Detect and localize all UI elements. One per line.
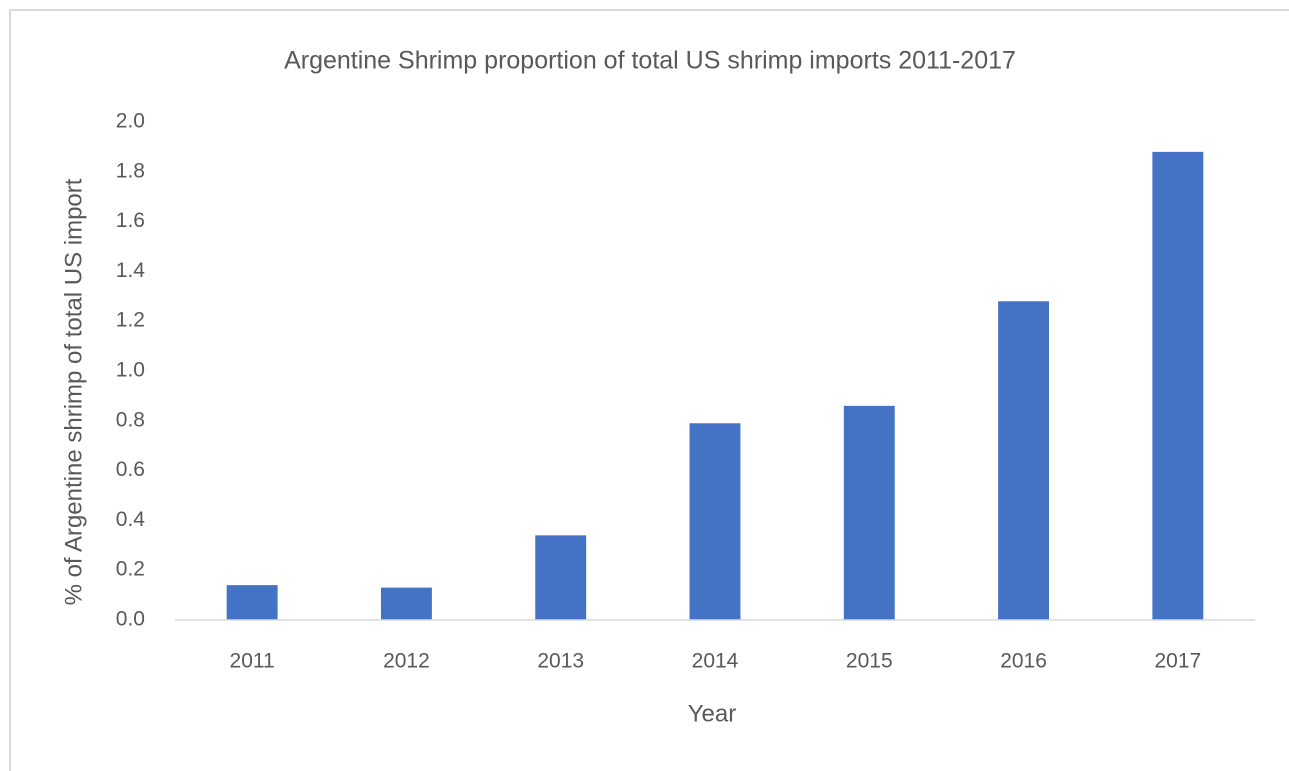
- x-tick-label: 2015: [846, 650, 893, 673]
- bar: [843, 405, 895, 620]
- y-tick-label: 2.0: [116, 110, 145, 133]
- y-tick-label: 1.8: [116, 159, 145, 182]
- bar: [689, 423, 741, 620]
- chart-frame: [9, 9, 1289, 771]
- x-tick-label: 2011: [230, 650, 275, 673]
- x-tick-label: 2013: [537, 650, 584, 673]
- x-tick-label: 2014: [692, 650, 739, 673]
- y-tick-label: 1.6: [116, 209, 145, 232]
- chart-title: Argentine Shrimp proportion of total US …: [284, 47, 1016, 75]
- y-tick-label: 1.4: [116, 259, 146, 282]
- x-axis-title: Year: [688, 700, 737, 727]
- x-tick-label: 2012: [383, 650, 430, 673]
- bar: [998, 301, 1050, 620]
- y-tick-label: 0.2: [116, 558, 145, 581]
- y-tick-label: 0.0: [116, 608, 145, 631]
- y-tick-label: 0.8: [116, 408, 145, 431]
- y-tick-label: 0.4: [116, 508, 146, 531]
- y-tick-label: 1.0: [116, 359, 145, 382]
- y-axis-title: % of Argentine shrimp of total US import: [60, 178, 87, 605]
- bar: [1152, 151, 1204, 620]
- bar: [535, 535, 587, 620]
- x-tick-label: 2016: [1000, 650, 1047, 673]
- y-tick-label: 0.6: [116, 458, 145, 481]
- x-tick-label: 2017: [1154, 650, 1201, 673]
- y-tick-label: 1.2: [116, 309, 145, 332]
- bar: [226, 585, 278, 620]
- bar: [380, 587, 432, 620]
